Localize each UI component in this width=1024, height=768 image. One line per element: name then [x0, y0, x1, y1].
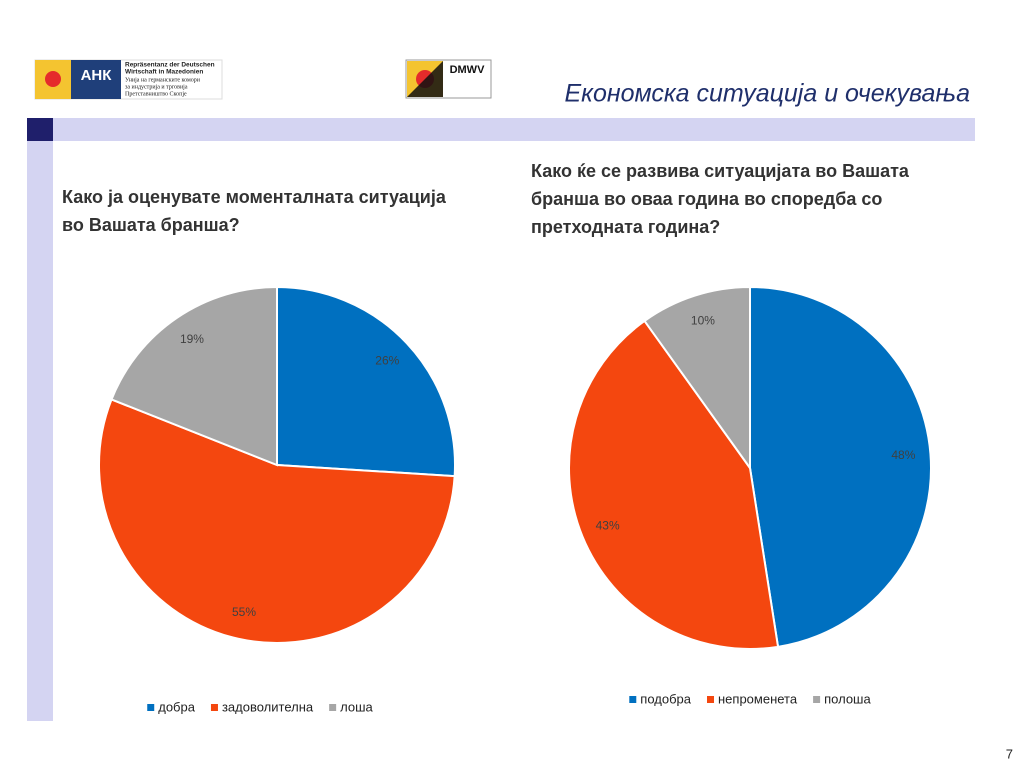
logo-text: DMWV: [450, 64, 485, 76]
logo-box: [71, 60, 121, 99]
chart-title: во Вашата бранша?: [62, 215, 240, 235]
pie-slice: [276, 285, 456, 478]
slide-title: Економска ситуација и очекувања: [564, 80, 970, 108]
pie-slice: [749, 285, 932, 648]
logo-shape: [407, 61, 443, 97]
logo-text: Претставништво Скопје: [125, 91, 187, 97]
legend-label: лоша: [340, 699, 373, 714]
legend-swatch: [629, 696, 637, 703]
side-band: [27, 141, 53, 721]
data-label: 19%: [180, 332, 204, 346]
pie-slice: [110, 285, 278, 467]
logo-text: Унија на германските комори: [125, 77, 201, 83]
corner-square: [27, 118, 53, 141]
legend-label: задоволителна: [222, 699, 314, 714]
logo-text: Wirtschaft in Mazedonien: [125, 69, 203, 76]
pie-slice: [643, 285, 751, 472]
legend-label: подобра: [640, 691, 691, 706]
legend-swatch: [210, 704, 218, 711]
legend: подобра непроменета полоша: [629, 691, 871, 706]
pie-slice: [568, 319, 780, 650]
data-label: 26%: [375, 354, 399, 368]
chart-title: Како ќе се развива ситуацијата во Вашата: [531, 161, 910, 181]
top-band: [27, 118, 975, 141]
logo-sun: [45, 71, 61, 87]
chart-title: претходната година?: [531, 217, 720, 237]
logo-ahk: АНК Repräsentanz der Deutschen Wirtschaf…: [34, 59, 223, 100]
legend-label: непроменета: [718, 691, 798, 706]
data-label: 10%: [691, 314, 715, 328]
pie-slice: [98, 398, 456, 644]
logo-text: Repräsentanz der Deutschen: [125, 62, 215, 69]
legend-swatch: [329, 704, 337, 711]
data-label: 48%: [891, 448, 915, 462]
legend-swatch: [147, 704, 155, 711]
logo-text: за индустрија и трговија: [125, 84, 188, 90]
chart-title: Како ја оценувате моменталната ситуација: [62, 187, 447, 207]
legend-swatch: [813, 696, 821, 703]
legend-label: добра: [158, 699, 195, 714]
logo-dmwv: DMWV: [405, 59, 492, 99]
data-label: 43%: [596, 518, 620, 532]
legend-swatch: [707, 696, 715, 703]
chart-title: бранша во оваа година во споредба со: [531, 189, 882, 209]
data-label: 55%: [232, 605, 256, 619]
page-number: 7: [1006, 746, 1013, 761]
logo-text: АНК: [81, 67, 113, 84]
legend: добра задоволителна лоша: [147, 699, 374, 714]
legend-label: полоша: [824, 691, 871, 706]
